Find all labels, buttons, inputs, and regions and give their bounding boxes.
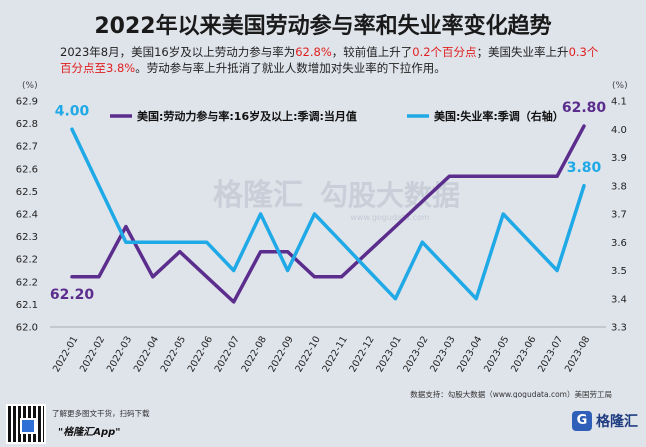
x-tick-label: 2022-06 <box>186 334 215 374</box>
data-label: 3.80 <box>567 160 602 176</box>
brand-logo: G 格隆汇 <box>572 408 638 434</box>
promo-app-name: "格隆汇App" <box>58 427 121 438</box>
subtitle-highlight: 0.3个百分点至3.8% <box>60 45 599 75</box>
left-tick-label: 62.0 <box>16 323 38 334</box>
x-tick-label: 2023-07 <box>536 334 565 374</box>
x-tick-label: 2022-10 <box>294 334 323 374</box>
series-line-2 <box>70 127 586 301</box>
qr-code[interactable] <box>6 404 46 444</box>
x-tick-label: 2023-03 <box>428 334 457 374</box>
promo-text: 了解更多图文干货，扫码下载 <box>52 409 150 418</box>
right-tick-label: 3.7 <box>611 210 627 221</box>
right-tick-label: 3.4 <box>611 294 627 305</box>
chart-title: 2022年以来美国劳动参与率和失业率变化趋势 <box>94 14 552 39</box>
x-tick-label: 2022-04 <box>132 334 161 374</box>
x-tick-label: 2022-07 <box>213 334 242 374</box>
x-tick-label: 2022-01 <box>51 334 80 374</box>
left-tick-label: 62.3 <box>16 232 38 243</box>
data-label: 4.00 <box>55 103 90 119</box>
x-tick-label: 2022-09 <box>267 334 296 374</box>
x-tick-label: 2022-03 <box>105 334 134 374</box>
chart-subtitle: 2023年8月，美国16岁及以上劳动力参与率为62.8%，较前值上升了0.2个百… <box>60 44 600 76</box>
left-tick-label: 62.2 <box>16 255 38 266</box>
data-label: 62.80 <box>562 100 607 116</box>
x-tick-label: 2022-05 <box>159 334 188 374</box>
x-tick-label: 2023-06 <box>509 334 538 374</box>
x-tick-label: 2022-12 <box>347 334 376 374</box>
right-tick-label: 3.9 <box>611 153 627 164</box>
watermark-url: www.gogudata.com <box>350 213 429 222</box>
footer: 了解更多图文干货，扫码下载 "格隆汇App" G 格隆汇 <box>0 398 646 447</box>
right-tick-label: 3.3 <box>611 323 627 334</box>
x-tick-label: 2023-04 <box>455 334 484 374</box>
right-tick-label: 3.6 <box>611 238 627 249</box>
right-tick-label: 4.1 <box>611 97 627 108</box>
left-tick-label: 62.6 <box>16 164 38 175</box>
data-source: 数据支持：勾股大数据（www.gogudata.com）美国劳工局 <box>410 390 612 399</box>
x-tick-label: 2022-08 <box>240 334 269 374</box>
legend-label: 美国:劳动力参与率:16岁及以上:季调:当月值 <box>137 109 357 123</box>
subtitle-highlight: 0.2个百分点 <box>412 45 477 59</box>
right-axis-unit: (%) <box>612 81 628 91</box>
left-tick-label: 62.9 <box>16 97 38 108</box>
x-tick-label: 2023-01 <box>374 334 403 374</box>
left-tick-label: 62.4 <box>16 210 38 221</box>
left-tick-label: 62.1 <box>16 300 38 311</box>
x-tick-label: 2023-05 <box>482 334 511 374</box>
legend-label: 美国:失业率:季调（右轴） <box>434 109 564 123</box>
series-line-1 <box>70 124 586 304</box>
watermark-brand2: 勾股大数据 <box>320 179 460 212</box>
right-tick-label: 4.0 <box>611 125 627 136</box>
x-tick-label: 2022-11 <box>320 334 349 374</box>
subtitle-text: 。劳动参与率上升抵消了就业人数增加对失业率的下拉作用。 <box>135 61 446 75</box>
subtitle-text: ；美国失业率上升 <box>476 45 569 59</box>
logo-text: 格隆汇 <box>596 414 638 430</box>
data-label: 62.20 <box>50 287 95 303</box>
left-tick-label: 62.7 <box>16 142 38 153</box>
subtitle-highlight: 62.8% <box>295 45 332 59</box>
x-tick-label: 2023-02 <box>401 334 430 374</box>
logo-icon: G <box>572 411 592 431</box>
left-axis-unit: (%) <box>22 81 38 91</box>
subtitle-text: ，较前值上升了 <box>331 45 413 59</box>
left-tick-label: 62.2 <box>16 277 38 288</box>
right-tick-label: 3.5 <box>611 266 627 277</box>
x-tick-label: 2022-02 <box>78 334 107 374</box>
left-tick-label: 62.5 <box>16 187 38 198</box>
subtitle-text: 2023年8月，美国16岁及以上劳动力参与率为 <box>60 45 296 59</box>
watermark-brand: 格隆汇 <box>213 178 303 213</box>
left-tick-label: 62.8 <box>16 119 38 130</box>
x-tick-label: 2023-08 <box>563 334 592 374</box>
right-tick-label: 3.8 <box>611 181 627 192</box>
